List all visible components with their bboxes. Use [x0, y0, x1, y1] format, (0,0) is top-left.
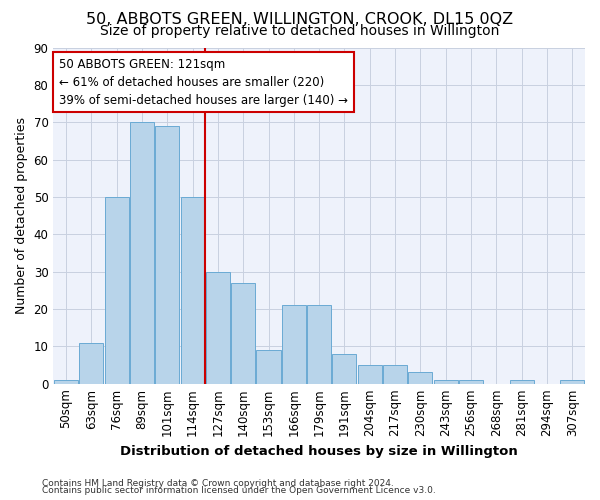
Bar: [155, 126, 179, 384]
Bar: [79, 342, 103, 384]
Bar: [332, 354, 356, 384]
Bar: [459, 380, 483, 384]
Text: Contains public sector information licensed under the Open Government Licence v3: Contains public sector information licen…: [42, 486, 436, 495]
Text: 50 ABBOTS GREEN: 121sqm
← 61% of detached houses are smaller (220)
39% of semi-d: 50 ABBOTS GREEN: 121sqm ← 61% of detache…: [59, 58, 347, 106]
Text: 50, ABBOTS GREEN, WILLINGTON, CROOK, DL15 0QZ: 50, ABBOTS GREEN, WILLINGTON, CROOK, DL1…: [86, 12, 514, 28]
Bar: [383, 365, 407, 384]
Bar: [409, 372, 433, 384]
Bar: [509, 380, 534, 384]
Bar: [434, 380, 458, 384]
Bar: [560, 380, 584, 384]
Bar: [104, 197, 128, 384]
Bar: [54, 380, 78, 384]
Text: Size of property relative to detached houses in Willington: Size of property relative to detached ho…: [100, 24, 500, 38]
Bar: [307, 305, 331, 384]
Text: Contains HM Land Registry data © Crown copyright and database right 2024.: Contains HM Land Registry data © Crown c…: [42, 478, 394, 488]
Bar: [256, 350, 281, 384]
Bar: [130, 122, 154, 384]
Bar: [206, 272, 230, 384]
Bar: [358, 365, 382, 384]
X-axis label: Distribution of detached houses by size in Willington: Distribution of detached houses by size …: [120, 444, 518, 458]
Bar: [231, 283, 255, 384]
Bar: [282, 305, 306, 384]
Y-axis label: Number of detached properties: Number of detached properties: [15, 117, 28, 314]
Bar: [181, 197, 205, 384]
